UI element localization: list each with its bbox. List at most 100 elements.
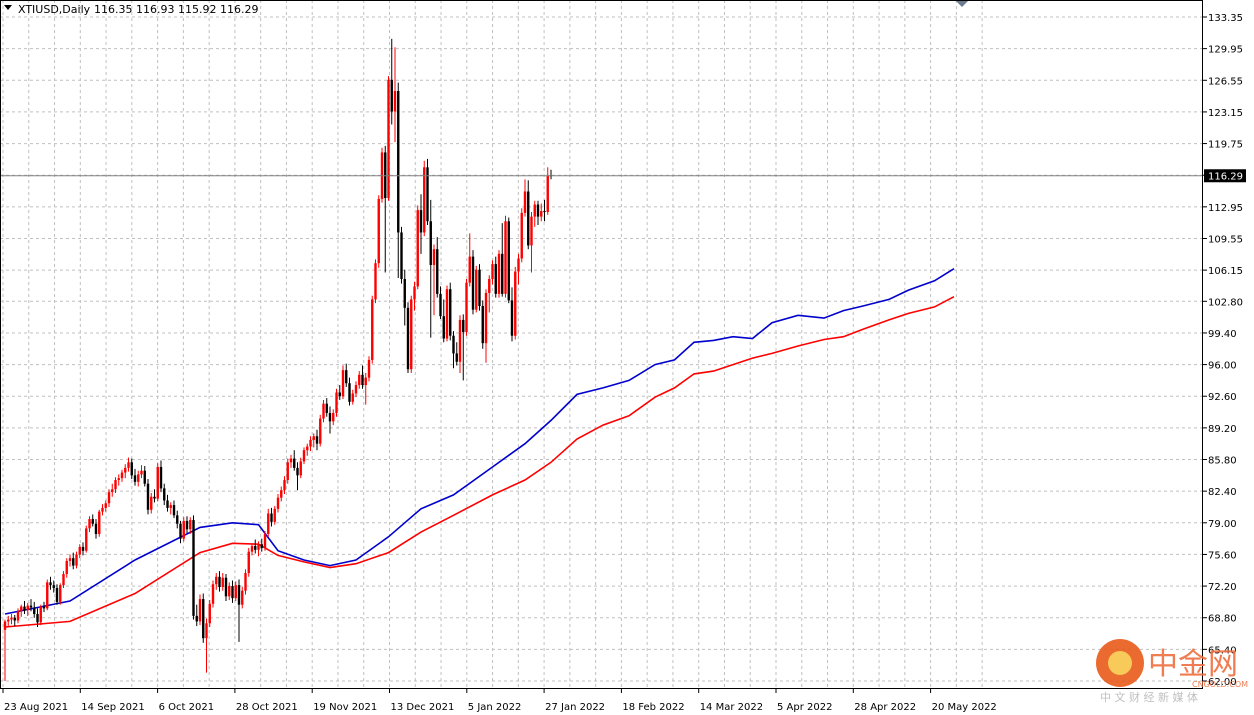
candle[interactable] <box>98 509 101 537</box>
candle[interactable] <box>439 286 442 319</box>
candle[interactable] <box>228 582 231 601</box>
candle[interactable] <box>273 506 276 525</box>
candle[interactable] <box>452 331 455 369</box>
candle[interactable] <box>166 494 169 512</box>
candle[interactable] <box>146 479 150 515</box>
candle[interactable] <box>120 469 124 482</box>
candle[interactable] <box>49 576 52 590</box>
candle[interactable] <box>163 483 166 506</box>
candle[interactable] <box>380 147 384 203</box>
candle[interactable] <box>241 587 244 609</box>
candle[interactable] <box>150 493 153 514</box>
candle[interactable] <box>221 573 224 591</box>
candle[interactable] <box>419 194 423 254</box>
candle[interactable] <box>124 464 127 479</box>
candle[interactable] <box>205 618 208 673</box>
candle[interactable] <box>546 167 549 215</box>
candle[interactable] <box>410 295 413 373</box>
candle[interactable] <box>517 253 520 285</box>
candle[interactable] <box>169 502 172 515</box>
candle[interactable] <box>367 356 371 382</box>
candle[interactable] <box>436 237 439 298</box>
candle[interactable] <box>302 447 306 465</box>
candle[interactable] <box>465 278 468 336</box>
candle[interactable] <box>153 489 156 503</box>
candle[interactable] <box>81 542 85 556</box>
candle[interactable] <box>198 594 202 626</box>
candle[interactable] <box>341 365 345 400</box>
candle[interactable] <box>224 573 228 601</box>
candle[interactable] <box>182 517 185 542</box>
candle[interactable] <box>393 47 397 143</box>
candle[interactable] <box>75 551 78 569</box>
candle[interactable] <box>65 558 68 578</box>
candle[interactable] <box>514 266 517 340</box>
candle[interactable] <box>237 579 241 642</box>
candle[interactable] <box>364 372 367 405</box>
candle[interactable] <box>406 302 410 373</box>
candle[interactable] <box>130 458 133 480</box>
candle[interactable] <box>335 388 338 417</box>
candle[interactable] <box>260 538 263 552</box>
candle[interactable] <box>234 581 237 601</box>
candle[interactable] <box>111 483 114 497</box>
candle[interactable] <box>286 458 289 484</box>
candle[interactable] <box>101 504 104 516</box>
candle[interactable] <box>156 463 159 502</box>
candle[interactable] <box>263 531 267 551</box>
candle[interactable] <box>543 199 546 222</box>
candle[interactable] <box>42 601 46 613</box>
candle[interactable] <box>189 517 192 534</box>
candle[interactable] <box>403 269 406 326</box>
candle[interactable] <box>117 474 120 486</box>
candle[interactable] <box>312 433 315 448</box>
candle[interactable] <box>322 399 325 423</box>
shift-marker-icon[interactable] <box>956 1 968 7</box>
candle[interactable] <box>231 580 234 603</box>
candle[interactable] <box>13 614 16 627</box>
candle[interactable] <box>536 200 540 225</box>
candle[interactable] <box>361 365 364 389</box>
candle[interactable] <box>267 508 270 537</box>
candle[interactable] <box>319 414 322 447</box>
candle[interactable] <box>296 462 299 491</box>
candle[interactable] <box>195 604 198 627</box>
candle[interactable] <box>23 600 26 614</box>
candle[interactable] <box>449 282 452 341</box>
candle[interactable] <box>68 554 72 567</box>
candle[interactable] <box>413 281 416 311</box>
candle[interactable] <box>520 208 523 263</box>
candle[interactable] <box>254 539 257 554</box>
candle[interactable] <box>354 381 358 398</box>
candle[interactable] <box>257 541 260 557</box>
candle[interactable] <box>374 259 377 304</box>
candle[interactable] <box>390 38 393 125</box>
candle[interactable] <box>309 436 312 452</box>
candle[interactable] <box>338 385 341 400</box>
candle[interactable] <box>10 613 13 625</box>
candle[interactable] <box>280 486 283 502</box>
candle[interactable] <box>429 199 432 338</box>
candle[interactable] <box>39 604 42 626</box>
candle[interactable] <box>484 289 488 363</box>
candle[interactable] <box>55 584 59 605</box>
candle[interactable] <box>289 454 293 468</box>
candle[interactable] <box>202 593 205 643</box>
candle[interactable] <box>458 315 462 373</box>
candle[interactable] <box>33 601 36 618</box>
candle[interactable] <box>140 465 143 479</box>
candle[interactable] <box>455 342 458 366</box>
candle[interactable] <box>107 489 111 507</box>
candle[interactable] <box>371 295 374 364</box>
candle[interactable] <box>85 525 88 553</box>
candle[interactable] <box>507 217 510 304</box>
candle[interactable] <box>78 544 81 559</box>
candle[interactable] <box>510 287 514 342</box>
candle[interactable] <box>72 552 75 570</box>
candle[interactable] <box>46 579 49 611</box>
candle[interactable] <box>471 250 475 315</box>
candle[interactable] <box>244 569 247 595</box>
candle[interactable] <box>26 602 29 616</box>
candle[interactable] <box>426 158 429 225</box>
candle[interactable] <box>423 160 426 237</box>
